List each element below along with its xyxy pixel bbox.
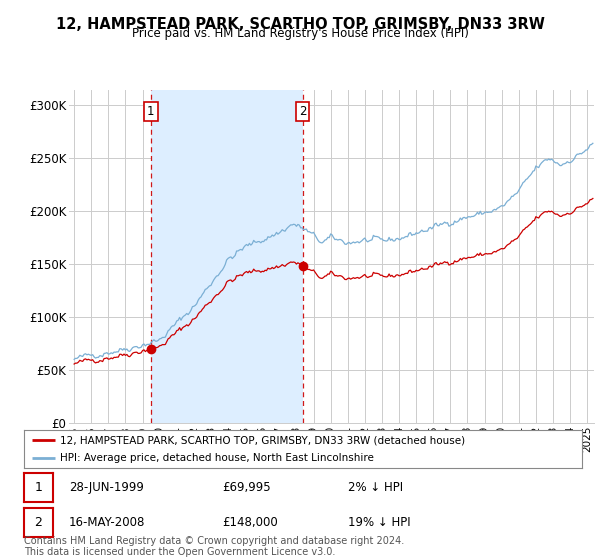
Text: 16-MAY-2008: 16-MAY-2008 [69, 516, 145, 529]
Text: £148,000: £148,000 [222, 516, 278, 529]
Text: 12, HAMPSTEAD PARK, SCARTHO TOP, GRIMSBY, DN33 3RW: 12, HAMPSTEAD PARK, SCARTHO TOP, GRIMSBY… [56, 17, 544, 32]
Text: 28-JUN-1999: 28-JUN-1999 [69, 481, 144, 494]
Text: 2: 2 [299, 105, 307, 118]
Text: £69,995: £69,995 [222, 481, 271, 494]
Bar [151, 90, 303, 423]
Text: 1: 1 [147, 105, 155, 118]
Text: 2: 2 [34, 516, 43, 529]
Text: 19% ↓ HPI: 19% ↓ HPI [348, 516, 410, 529]
Text: Contains HM Land Registry data © Crown copyright and database right 2024.
This d: Contains HM Land Registry data © Crown c… [24, 535, 404, 557]
Text: Price paid vs. HM Land Registry's House Price Index (HPI): Price paid vs. HM Land Registry's House … [131, 27, 469, 40]
Text: 2% ↓ HPI: 2% ↓ HPI [348, 481, 403, 494]
Text: 12, HAMPSTEAD PARK, SCARTHO TOP, GRIMSBY, DN33 3RW (detached house): 12, HAMPSTEAD PARK, SCARTHO TOP, GRIMSBY… [60, 435, 466, 445]
Text: 1: 1 [34, 481, 43, 494]
Text: HPI: Average price, detached house, North East Lincolnshire: HPI: Average price, detached house, Nort… [60, 454, 374, 464]
